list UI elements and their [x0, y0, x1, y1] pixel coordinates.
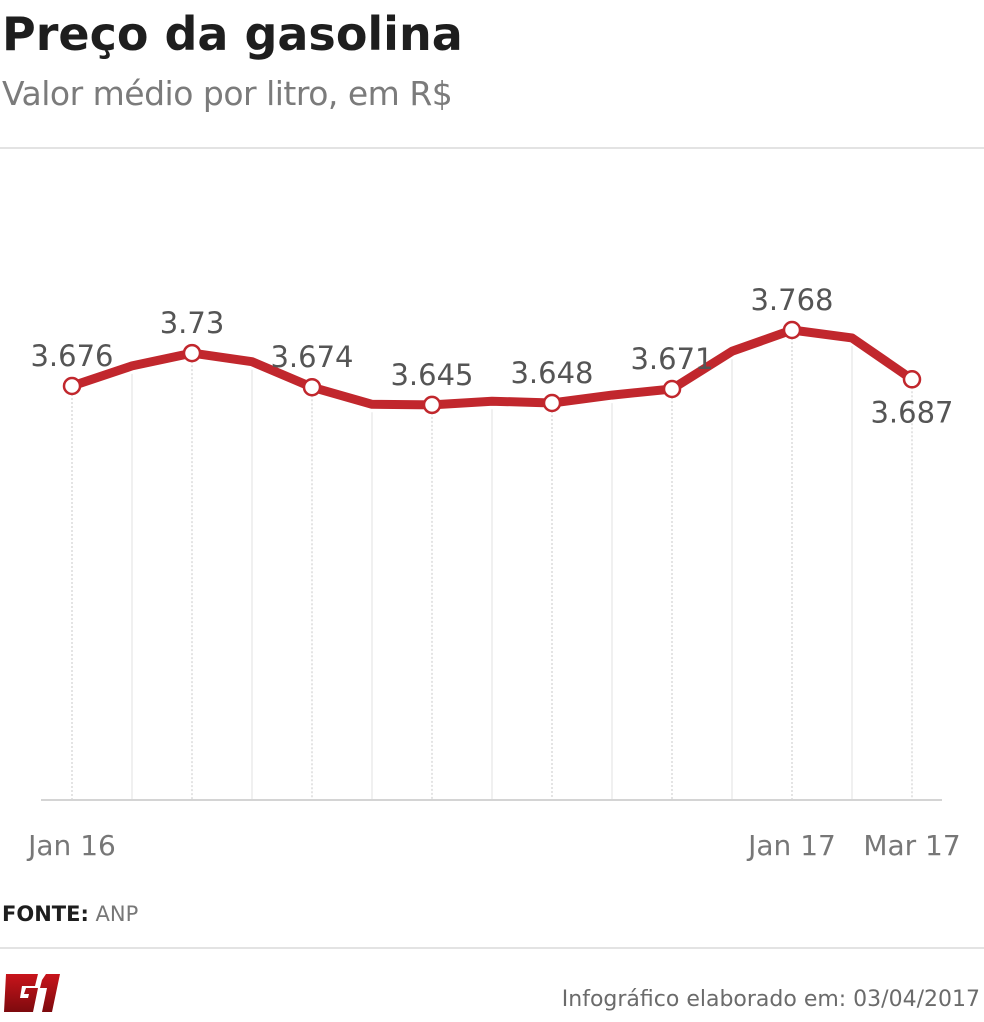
data-point-marker: [302, 377, 322, 397]
data-point-marker: [182, 343, 202, 363]
x-tick-label: Jan 16: [26, 829, 116, 862]
data-label: 3.671: [630, 342, 713, 376]
source-label: FONTE:: [2, 902, 89, 926]
data-label: 3.674: [270, 340, 353, 374]
chart-subtitle: Valor médio por litro, em R$: [2, 74, 453, 113]
grid-lines: [71, 338, 913, 799]
data-label: 3.676: [30, 339, 113, 373]
data-label: 3.645: [390, 358, 473, 392]
g1-logo: [4, 974, 60, 1012]
data-point-marker: [542, 393, 562, 413]
x-tick-label: Jan 17: [746, 829, 836, 862]
source-note: FONTE: ANP: [2, 900, 138, 928]
x-axis-labels: Jan 16 Jan 17 Mar 17: [26, 829, 961, 862]
data-label: 3.687: [870, 395, 953, 429]
data-markers: [62, 320, 922, 415]
data-label: 3.648: [510, 356, 593, 390]
price-line: [67, 325, 917, 410]
data-point-marker: [782, 320, 802, 340]
bottom-divider: [0, 947, 984, 949]
source-value: ANP: [95, 902, 139, 926]
data-labels: 3.676 3.73 3.674 3.645 3.648 3.671 3.768 3.687: [30, 283, 953, 429]
data-label: 3.73: [160, 306, 225, 340]
data-point-marker: [902, 370, 922, 389]
data-point-marker: [62, 376, 82, 396]
data-point-marker: [422, 395, 442, 415]
data-label: 3.768: [750, 283, 833, 317]
x-tick-label: Mar 17: [863, 829, 960, 862]
credit-line: Infográfico elaborado em: 03/04/2017: [561, 987, 980, 1012]
data-point-marker: [662, 379, 682, 399]
top-divider: [0, 147, 984, 149]
chart-title: Preço da gasolina: [2, 7, 463, 61]
